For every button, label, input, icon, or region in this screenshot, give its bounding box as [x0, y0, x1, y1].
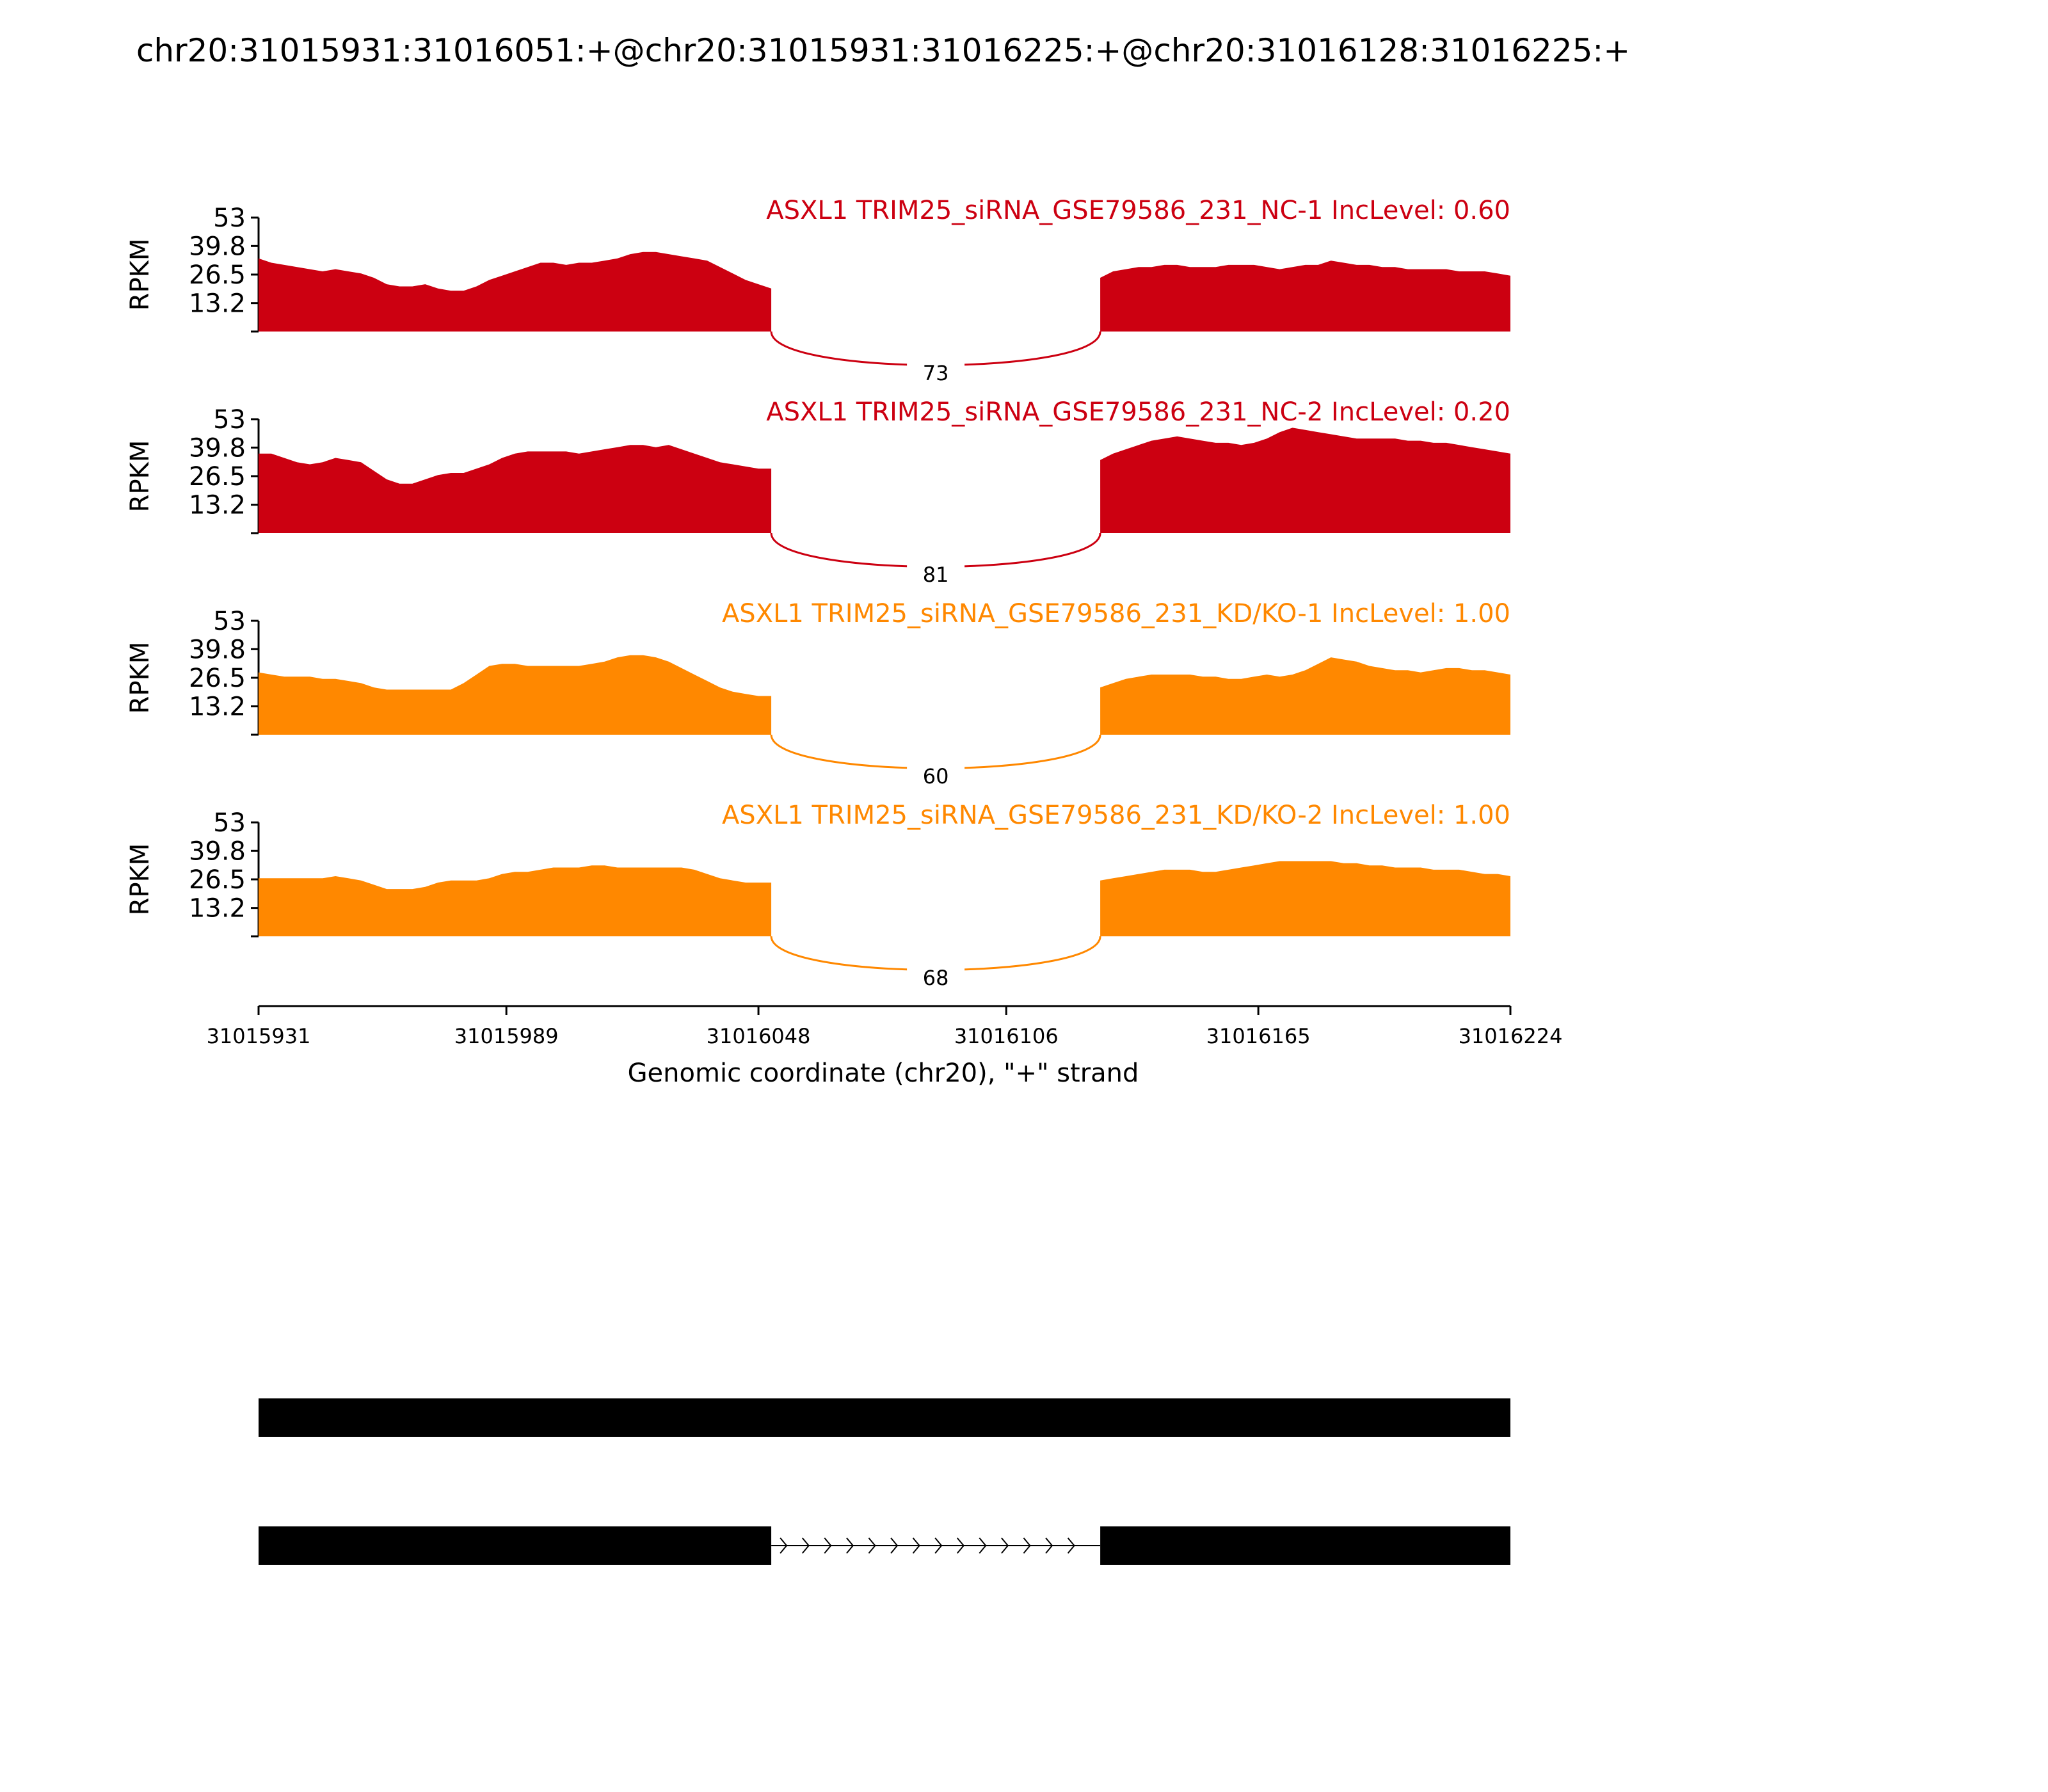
junction-count: 81 [923, 563, 949, 587]
coverage-area-1 [259, 252, 772, 332]
coverage-area-2 [1100, 428, 1510, 533]
coverage-area-1 [259, 655, 772, 735]
coverage-area-2 [1100, 657, 1510, 735]
x-axis: 31015931 31015989 31016048 31016106 31016165… [207, 1005, 1563, 1048]
series-label: ASXL1 TRIM25_siRNA_GSE79586_231_NC-1 Inc… [766, 196, 1510, 225]
intron-chevron [890, 1537, 899, 1554]
intron-chevron [1045, 1537, 1053, 1554]
intron-chevron [1001, 1537, 1009, 1554]
panel-2: 13.226.539.853 RPKM 81 ASXL1 TRIM25_siRNA_G… [125, 397, 1510, 587]
y-tick-label: 13.2 [189, 491, 246, 520]
coverage-area-2 [1100, 861, 1510, 936]
panel-1: 13.226.539.853 RPKM 73 ASXL1 TRIM25_siRNA_G… [125, 196, 1510, 385]
x-tick-label: 31016165 [1206, 1024, 1311, 1048]
y-tick-label: 53 [213, 607, 246, 636]
y-tick-label: 26.5 [189, 664, 246, 693]
y-axis-label: RPKM [125, 844, 155, 916]
y-tick-label: 39.8 [189, 836, 246, 866]
y-tick-label: 13.2 [189, 692, 246, 722]
y-axis-label: RPKM [125, 239, 155, 311]
intron-chevron [801, 1537, 810, 1554]
y-tick-label: 26.5 [189, 865, 246, 895]
junction-count: 73 [923, 361, 949, 385]
series-label: ASXL1 TRIM25_siRNA_GSE79586_231_KD/KO-2 … [722, 801, 1510, 830]
x-tick-label: 31016048 [707, 1024, 811, 1048]
isoform-2-exon-2 [1100, 1526, 1510, 1565]
coverage-area-2 [1100, 260, 1510, 332]
series-label: ASXL1 TRIM25_siRNA_GSE79586_231_NC-2 Inc… [766, 397, 1510, 427]
isoform-1-exon [259, 1398, 1510, 1437]
y-tick-label: 13.2 [189, 894, 246, 924]
x-tick-label: 31016106 [954, 1024, 1059, 1048]
x-axis-label: Genomic coordinate (chr20), "+" strand [628, 1059, 1139, 1088]
y-tick-label: 26.5 [189, 462, 246, 492]
junction-label-bg [907, 358, 965, 384]
y-axis-label: RPKM [125, 642, 155, 714]
intron-chevron [780, 1537, 788, 1554]
junction-label-bg [907, 963, 965, 989]
intron-chevron [868, 1537, 876, 1554]
intron-chevron [1023, 1537, 1031, 1554]
intron-chevron [956, 1537, 964, 1554]
isoform-2-exon-1 [259, 1526, 772, 1565]
x-tick-label: 31015931 [207, 1024, 311, 1048]
chart-title: chr20:31015931:31016051:+@chr20:31015931… [136, 32, 1630, 69]
y-tick-label: 53 [213, 405, 246, 435]
panel-3: 13.226.539.853 RPKM 60 ASXL1 TRIM25_siRNA_G… [125, 599, 1510, 788]
y-tick-label: 53 [213, 204, 246, 233]
y-tick-label: 13.2 [189, 289, 246, 319]
coverage-area-1 [259, 865, 772, 936]
coverage-area-1 [259, 445, 772, 533]
intron-chevron [824, 1537, 832, 1554]
junction-count: 68 [923, 966, 949, 990]
y-tick-label: 26.5 [189, 260, 246, 290]
x-tick-label: 31016224 [1459, 1024, 1563, 1048]
intron-chevron [979, 1537, 987, 1554]
y-tick-label: 39.8 [189, 433, 246, 463]
junction-label-bg [907, 560, 965, 586]
y-tick-label: 53 [213, 808, 246, 838]
junction-count: 60 [923, 764, 949, 788]
intron-chevron [1067, 1537, 1075, 1554]
intron-chevron [934, 1537, 943, 1554]
x-tick-label: 31015989 [454, 1024, 559, 1048]
intron-chevron [912, 1537, 920, 1554]
y-tick-label: 39.8 [189, 635, 246, 664]
y-axis-label: RPKM [125, 440, 155, 513]
series-label: ASXL1 TRIM25_siRNA_GSE79586_231_KD/KO-1 … [722, 599, 1510, 628]
gene-model [259, 1398, 1510, 1565]
panel-4: 13.226.539.853 RPKM 68 ASXL1 TRIM25_siRNA_G… [125, 801, 1510, 990]
intron-chevron [846, 1537, 854, 1554]
junction-label-bg [907, 762, 965, 787]
y-tick-label: 39.8 [189, 232, 246, 261]
